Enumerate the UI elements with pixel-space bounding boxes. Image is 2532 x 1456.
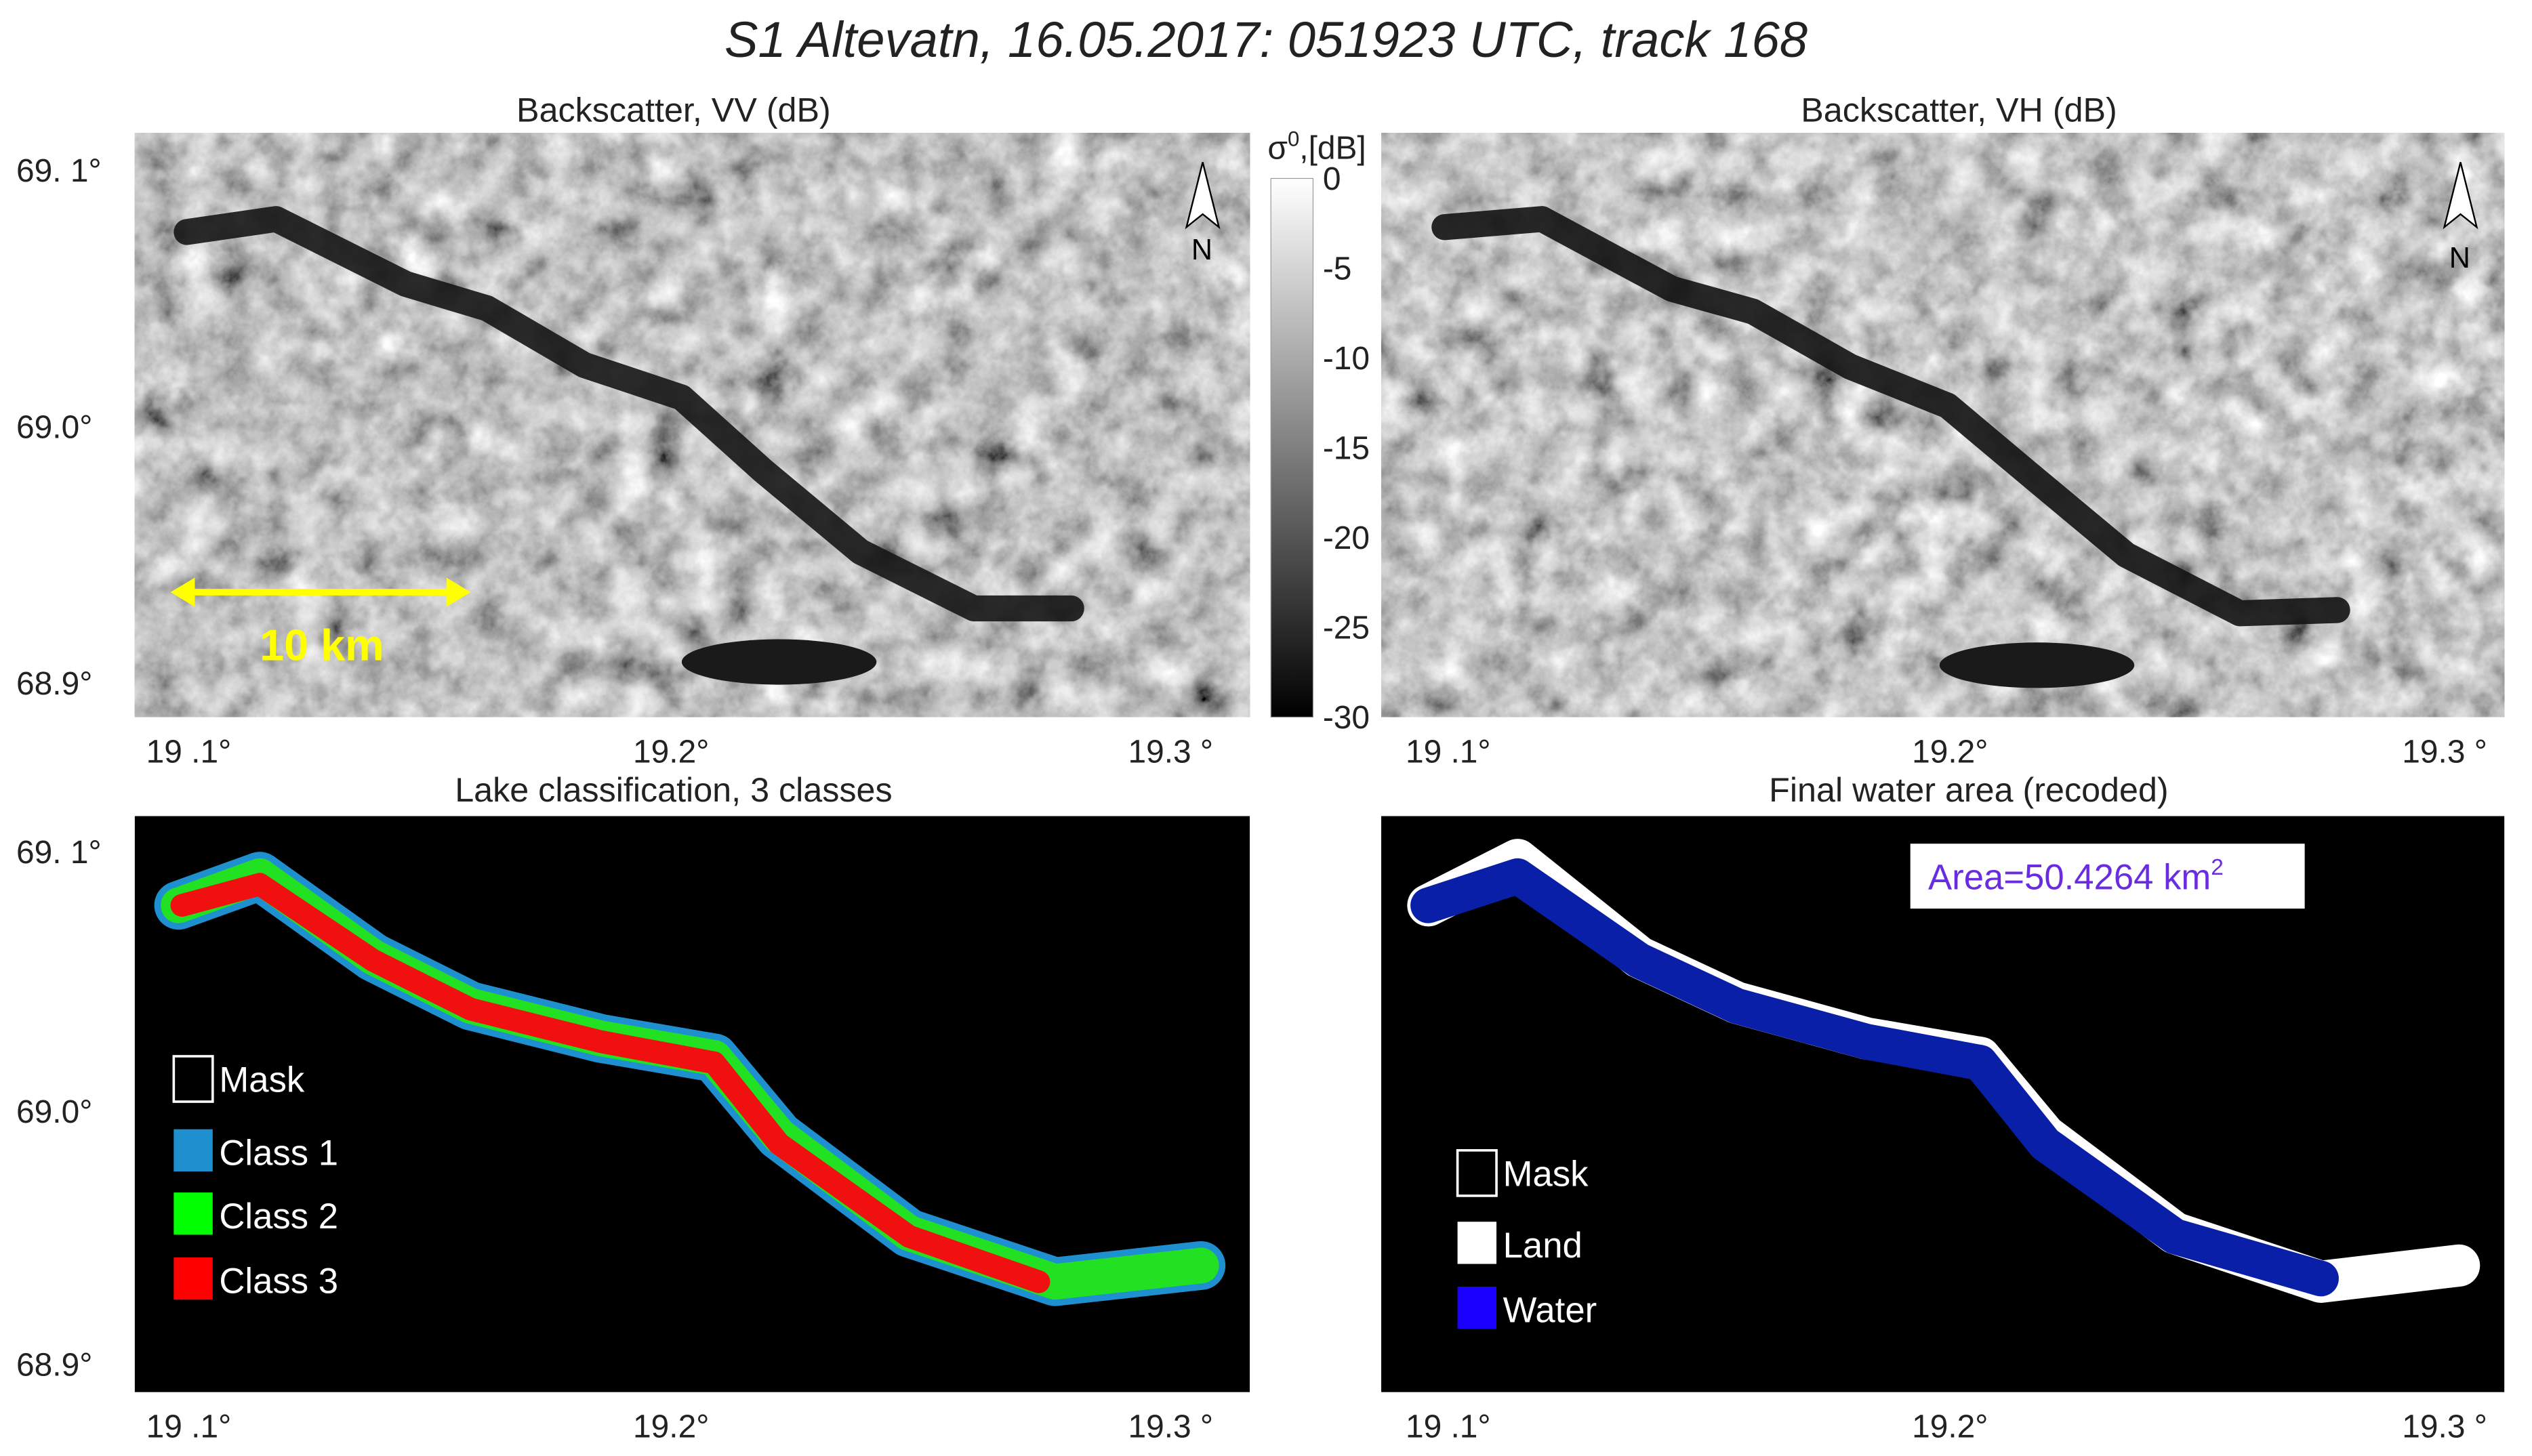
- scale-bar-label: 10 km: [260, 621, 384, 670]
- y-label: 69.0°: [16, 410, 92, 446]
- legend-label: Mask: [219, 1060, 305, 1100]
- legend-label: Class 3: [219, 1262, 338, 1302]
- panel-title: Final water area (recoded): [1769, 770, 2169, 809]
- y-label: 68.9°: [16, 666, 92, 702]
- colorbar-tick-label: -10: [1323, 341, 1370, 377]
- colorbar-label: σ0,[dB]: [1267, 127, 1366, 167]
- legend-swatch: [1457, 1222, 1497, 1264]
- x-label: 19.3 °: [1128, 734, 1213, 770]
- x-label: 19.2°: [633, 734, 709, 770]
- colorbar-tick-label: 0: [1323, 161, 1341, 197]
- figure-title: S1 Altevatn, 16.05.2017: 051923 UTC, tra…: [724, 12, 1808, 68]
- sigma: σ: [1267, 131, 1288, 167]
- superscript: 0: [1288, 127, 1299, 151]
- colorbar-tick-label: -25: [1323, 610, 1370, 646]
- y-label: 69.0°: [16, 1094, 92, 1130]
- north-arrow: [1185, 162, 1221, 230]
- lake: [681, 639, 877, 685]
- lake: [1431, 206, 2350, 627]
- legend-label: Water: [1503, 1291, 1597, 1331]
- colorbar-ticks: 0 -5 -10 -15 -20 -25 -30: [1323, 161, 1370, 736]
- panel-title: Backscatter, VH (dB): [1801, 91, 2117, 129]
- north-label: N: [2449, 242, 2470, 274]
- x-label: 19.3 °: [2402, 1409, 2487, 1445]
- x-label: 19.3 °: [1128, 1409, 1213, 1445]
- legend-swatch: [173, 1192, 213, 1235]
- x-label: 19.2°: [1912, 734, 1988, 770]
- legend-label: Land: [1503, 1226, 1582, 1266]
- colorbar-tick-label: -30: [1323, 700, 1370, 736]
- y-label: 69. 1°: [16, 835, 102, 871]
- y-label: 69. 1°: [16, 153, 102, 189]
- lake: [1939, 642, 2135, 688]
- legend-label: Mask: [1503, 1155, 1589, 1194]
- lake: [173, 206, 1084, 622]
- area-text: Area=50.4264 km: [1928, 857, 2211, 897]
- panel-title: Lake classification, 3 classes: [455, 770, 892, 809]
- lake-classes: [154, 852, 1226, 1306]
- x-label: 19.2°: [1912, 1409, 1988, 1445]
- water-area: [1410, 858, 2339, 1297]
- annotation-box: [1910, 844, 2305, 909]
- legend-swatch: [173, 1129, 213, 1171]
- colorbar-tick-label: -5: [1323, 251, 1352, 287]
- x-label: 19 .1°: [146, 1409, 232, 1445]
- panel-title: Backscatter, VV (dB): [516, 91, 831, 129]
- colorbar-tick-label: -15: [1323, 431, 1370, 467]
- colorbar: [1270, 178, 1314, 718]
- area-annotation: Area=50.4264 km2: [1928, 855, 2224, 898]
- unit: ,[dB]: [1299, 131, 1366, 167]
- legend-swatch: [1456, 1149, 1498, 1197]
- x-label: 19 .1°: [1406, 1409, 1491, 1445]
- north-label: N: [1191, 234, 1212, 266]
- legend-label: Class 1: [219, 1133, 338, 1173]
- superscript: 2: [2211, 855, 2224, 880]
- x-label: 19 .1°: [1406, 734, 1491, 770]
- north-arrow: [2443, 162, 2478, 230]
- y-label: 68.9°: [16, 1348, 92, 1384]
- class-3-area: [170, 873, 1050, 1293]
- colorbar-tick-label: -20: [1323, 520, 1370, 556]
- x-label: 19 .1°: [146, 734, 232, 770]
- legend-swatch: [173, 1257, 213, 1300]
- x-label: 19.3 °: [2402, 734, 2487, 770]
- legend-swatch: [1457, 1287, 1497, 1329]
- legend-swatch: [172, 1055, 214, 1103]
- legend-label: Class 2: [219, 1197, 338, 1236]
- x-label: 19.2°: [633, 1409, 709, 1445]
